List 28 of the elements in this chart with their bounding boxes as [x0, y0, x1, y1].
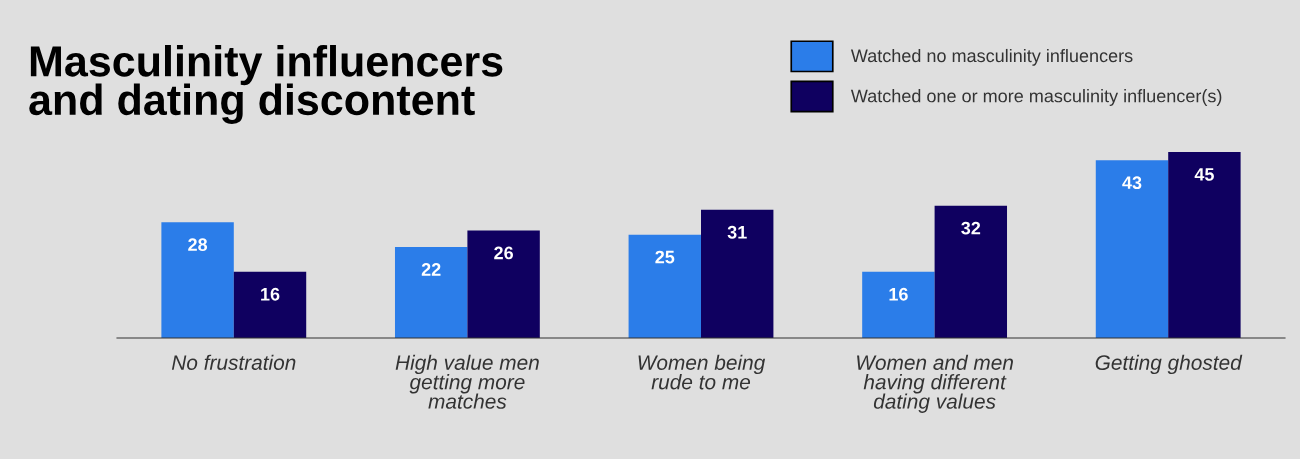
x-tick-label: Women and men having different dating values	[857, 354, 1013, 413]
bar	[467, 230, 540, 338]
bar	[161, 222, 234, 338]
data-label: 16	[261, 287, 280, 301]
data-label: 43	[1122, 176, 1142, 190]
data-label: 16	[889, 287, 908, 301]
data-label: 45	[1194, 168, 1214, 181]
legend-label: Watched no masculinity influencers	[850, 48, 1133, 66]
data-label: 25	[655, 250, 675, 264]
x-tick-label: Getting ghosted	[1095, 354, 1243, 375]
bar	[1168, 152, 1241, 338]
data-label: 31	[727, 225, 747, 239]
data-label: 22	[421, 263, 441, 276]
bar	[628, 234, 701, 338]
bar	[233, 271, 307, 338]
data-label: 32	[961, 221, 981, 235]
x-tick-label: Women being rude to me	[638, 354, 766, 390]
chart-title: Masculinity influencers and dating discontent	[29, 45, 503, 124]
x-tick-label: High value men getting more matches	[395, 354, 539, 409]
bar	[394, 247, 468, 338]
x-tick-label: No frustration	[171, 354, 296, 370]
data-label: 28	[188, 238, 208, 252]
bar	[862, 271, 935, 338]
legend-label: Watched one or more masculinity influencer(s)	[850, 89, 1222, 106]
data-label: 26	[494, 246, 513, 260]
bar	[701, 209, 774, 338]
bar	[934, 205, 1008, 338]
bar	[1095, 160, 1169, 338]
